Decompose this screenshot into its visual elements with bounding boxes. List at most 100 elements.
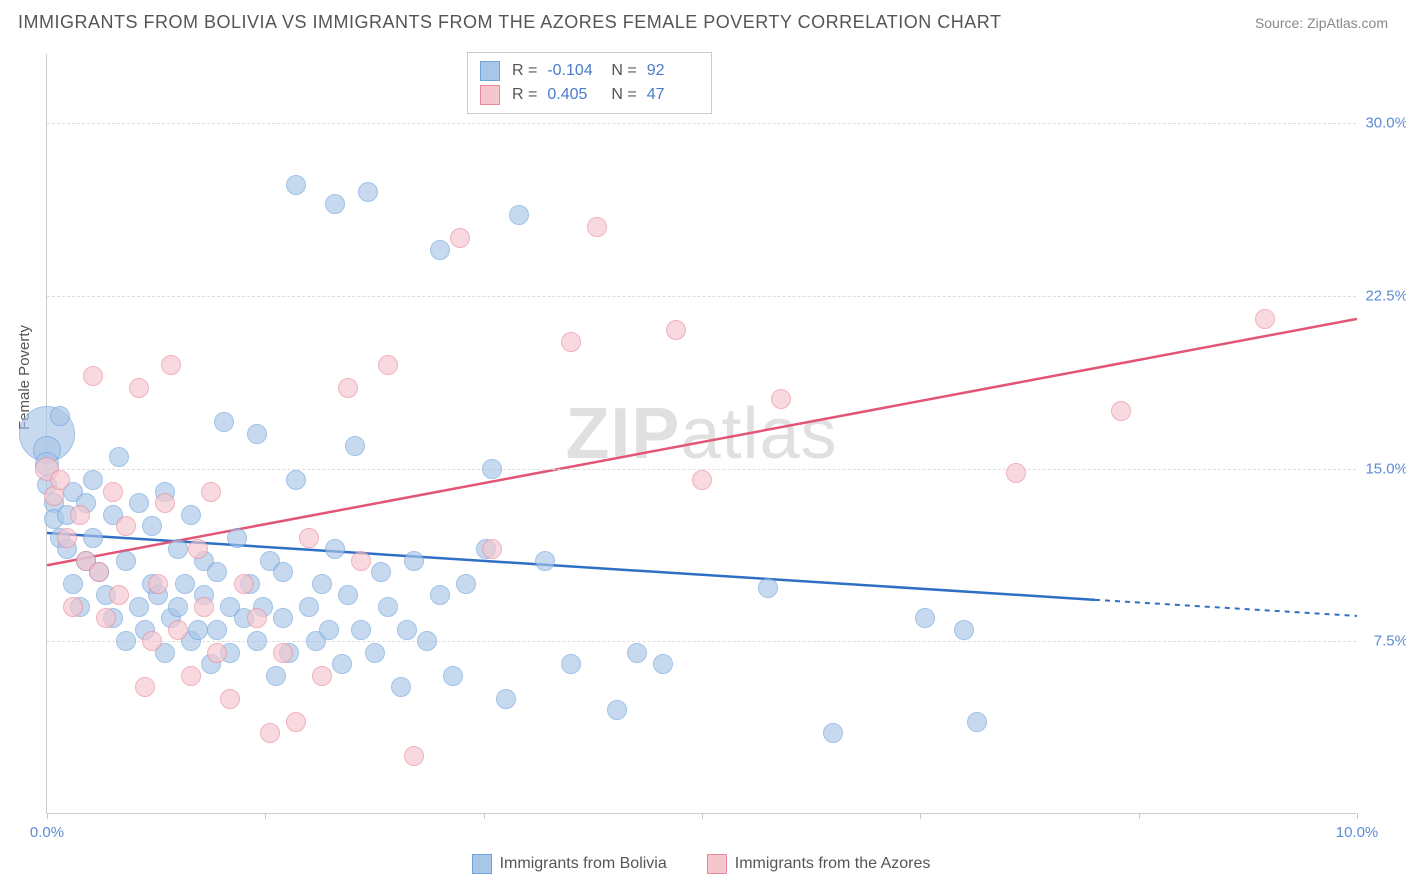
data-point — [351, 620, 371, 640]
data-point — [116, 631, 136, 651]
data-point — [214, 412, 234, 432]
legend-swatch — [480, 85, 500, 105]
legend-n-label: N = — [611, 83, 636, 107]
data-point — [70, 505, 90, 525]
data-point — [234, 574, 254, 594]
data-point — [161, 355, 181, 375]
data-point — [535, 551, 555, 571]
data-point — [312, 666, 332, 686]
chart-title: IMMIGRANTS FROM BOLIVIA VS IMMIGRANTS FR… — [18, 12, 1001, 33]
data-point — [1006, 463, 1026, 483]
data-point — [188, 620, 208, 640]
data-point — [482, 459, 502, 479]
data-point — [207, 562, 227, 582]
data-point — [83, 528, 103, 548]
data-point — [967, 712, 987, 732]
plot-area: ZIPatlas R =-0.104N =92R =0.405N =47 7.5… — [46, 54, 1356, 814]
data-point — [96, 608, 116, 628]
x-tick — [1139, 813, 1140, 819]
data-point — [587, 217, 607, 237]
data-point — [758, 578, 778, 598]
data-point — [155, 493, 175, 513]
data-point — [332, 654, 352, 674]
series-legend: Immigrants from Bolivia Immigrants from t… — [46, 854, 1356, 874]
data-point — [63, 574, 83, 594]
data-point — [771, 389, 791, 409]
data-point — [247, 424, 267, 444]
data-point — [83, 366, 103, 386]
data-point — [142, 516, 162, 536]
legend-n-label: N = — [611, 59, 636, 83]
legend-label: Immigrants from the Azores — [735, 855, 931, 873]
data-point — [692, 470, 712, 490]
x-tick-label: 0.0% — [30, 824, 64, 841]
data-point — [430, 585, 450, 605]
data-point — [207, 620, 227, 640]
data-point — [397, 620, 417, 640]
data-point — [404, 551, 424, 571]
data-point — [666, 320, 686, 340]
data-point — [89, 562, 109, 582]
x-tick — [920, 813, 921, 819]
data-point — [1255, 309, 1275, 329]
data-point — [299, 597, 319, 617]
data-point — [175, 574, 195, 594]
y-tick-label: 7.5% — [1374, 633, 1406, 650]
regression-line — [47, 319, 1357, 565]
data-point — [273, 608, 293, 628]
data-point — [116, 551, 136, 571]
source-attribution: Source: ZipAtlas.com — [1255, 15, 1388, 31]
data-point — [63, 597, 83, 617]
data-point — [273, 562, 293, 582]
data-point — [312, 574, 332, 594]
data-point — [319, 620, 339, 640]
data-point — [417, 631, 437, 651]
data-point — [181, 505, 201, 525]
data-point — [286, 470, 306, 490]
legend-swatch — [480, 61, 500, 81]
legend-item: Immigrants from Bolivia — [472, 854, 667, 874]
data-point — [325, 194, 345, 214]
data-point — [103, 482, 123, 502]
data-point — [148, 574, 168, 594]
data-point — [378, 355, 398, 375]
data-point — [201, 482, 221, 502]
data-point — [430, 240, 450, 260]
data-point — [129, 378, 149, 398]
data-point — [378, 597, 398, 617]
data-point — [823, 723, 843, 743]
data-point — [181, 666, 201, 686]
data-point — [266, 666, 286, 686]
gridline — [47, 641, 1356, 642]
data-point — [168, 539, 188, 559]
y-tick-label: 22.5% — [1365, 287, 1406, 304]
x-tick — [484, 813, 485, 819]
data-point — [391, 677, 411, 697]
data-point — [57, 528, 77, 548]
legend-swatch — [707, 854, 727, 874]
data-point — [207, 643, 227, 663]
data-point — [286, 712, 306, 732]
y-tick-label: 30.0% — [1365, 115, 1406, 132]
data-point — [607, 700, 627, 720]
data-point — [482, 539, 502, 559]
data-point — [371, 562, 391, 582]
legend-row: R =0.405N =47 — [480, 83, 699, 107]
data-point — [135, 677, 155, 697]
data-point — [443, 666, 463, 686]
x-tick-label: 10.0% — [1336, 824, 1379, 841]
data-point — [168, 597, 188, 617]
data-point — [220, 689, 240, 709]
legend-row: R =-0.104N =92 — [480, 59, 699, 83]
data-point — [83, 470, 103, 490]
data-point — [129, 493, 149, 513]
data-point — [365, 643, 385, 663]
gridline — [47, 296, 1356, 297]
correlation-legend: R =-0.104N =92R =0.405N =47 — [467, 52, 712, 114]
data-point — [50, 406, 70, 426]
data-point — [561, 654, 581, 674]
data-point — [247, 631, 267, 651]
data-point — [404, 746, 424, 766]
legend-item: Immigrants from the Azores — [707, 854, 931, 874]
data-point — [509, 205, 529, 225]
